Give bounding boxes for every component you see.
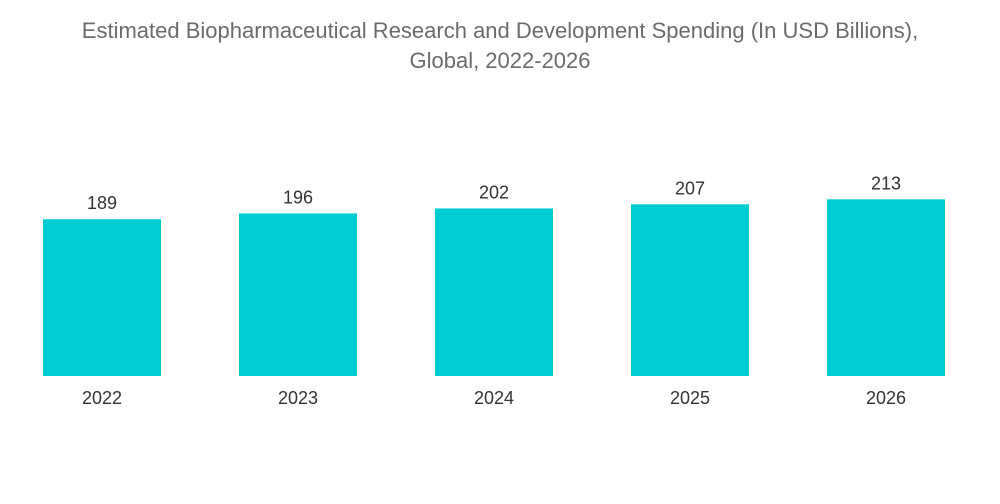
- value-label-2023: 196: [283, 187, 313, 207]
- bars-layer: [43, 199, 945, 376]
- value-label-2022: 189: [87, 193, 117, 213]
- chart-title: Estimated Biopharmaceutical Research and…: [0, 16, 1000, 76]
- chart-title-line-1: Estimated Biopharmaceutical Research and…: [81, 18, 919, 43]
- x-tick-label-2022: 2022: [82, 388, 122, 408]
- chart-title-line-2: Global, 2022-2026: [409, 48, 591, 73]
- bar-2024: [435, 208, 553, 376]
- bar-2022: [43, 219, 161, 376]
- x-tick-label-2023: 2023: [278, 388, 318, 408]
- value-label-2024: 202: [479, 182, 509, 202]
- ticks-layer: 2022 2023 2024 2025 2026: [82, 388, 906, 408]
- x-tick-label-2025: 2025: [670, 388, 710, 408]
- bar-2026: [827, 199, 945, 376]
- labels-layer: 189 196 202 207 213: [87, 173, 901, 213]
- value-label-2026: 213: [871, 173, 901, 193]
- bar-2025: [631, 204, 749, 376]
- x-tick-label-2026: 2026: [866, 388, 906, 408]
- bar-2023: [239, 213, 357, 376]
- x-tick-label-2024: 2024: [474, 388, 514, 408]
- value-label-2025: 207: [675, 178, 705, 198]
